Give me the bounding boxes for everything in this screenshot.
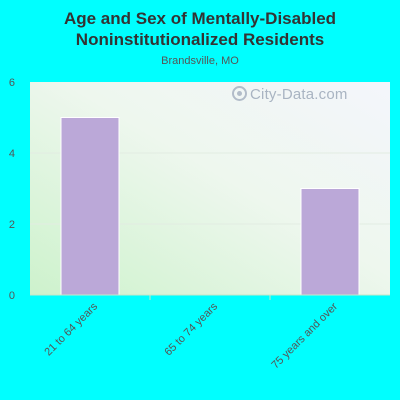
x-tick-label: 75 years and over: [269, 300, 340, 371]
x-tick-label: 21 to 64 years: [42, 300, 100, 358]
watermark-logo-icon: [232, 86, 247, 101]
y-tick-label: 0: [9, 290, 15, 302]
y-tick-label: 2: [9, 219, 15, 231]
chart-subtitle: Brandsville, MO: [161, 55, 239, 67]
y-tick-label: 6: [9, 77, 15, 89]
x-tick-label: 65 to 74 years: [162, 300, 220, 358]
y-tick-label: 4: [9, 148, 15, 160]
bar: [60, 117, 120, 296]
chart-title: Age and Sex of Mentally-Disabled Noninst…: [63, 9, 337, 49]
watermark: City-Data.com: [232, 86, 348, 103]
bar: [300, 188, 360, 296]
